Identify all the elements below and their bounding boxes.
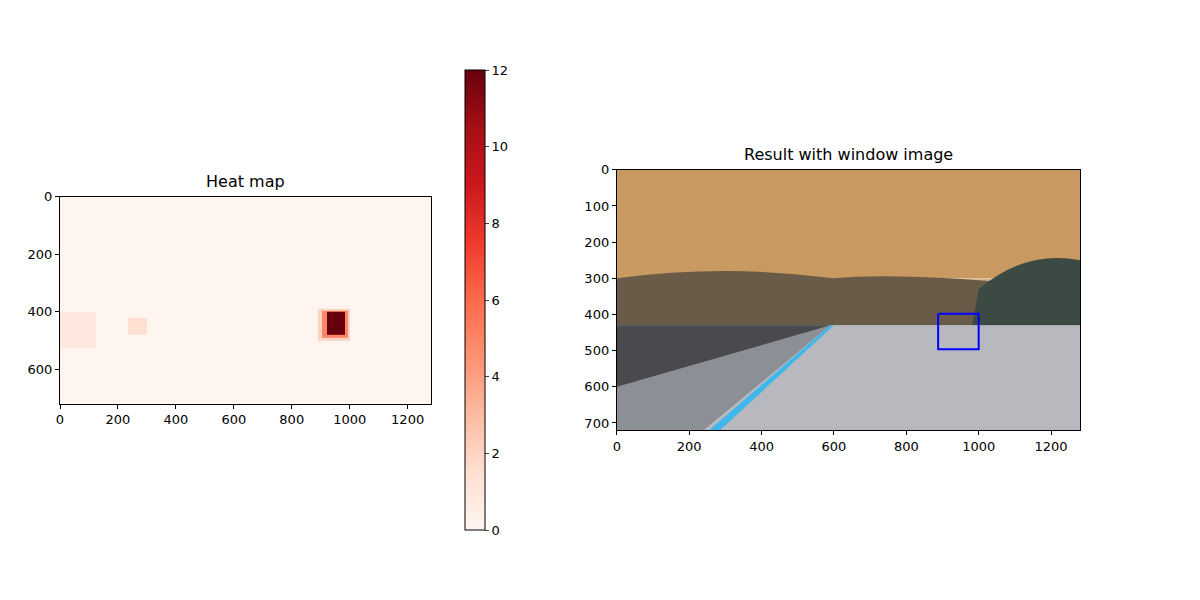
svg-text:300: 300: [584, 271, 609, 286]
svg-text:8: 8: [492, 216, 500, 231]
svg-text:400: 400: [163, 412, 188, 427]
svg-text:400: 400: [28, 304, 53, 319]
svg-text:600: 600: [822, 439, 847, 454]
svg-text:600: 600: [221, 412, 246, 427]
svg-text:12: 12: [492, 63, 509, 78]
svg-text:4: 4: [492, 369, 500, 384]
svg-text:1200: 1200: [1035, 439, 1068, 454]
svg-text:200: 200: [28, 247, 53, 262]
svg-text:800: 800: [279, 412, 304, 427]
svg-text:Result with window image: Result with window image: [744, 145, 953, 164]
svg-text:1200: 1200: [391, 412, 424, 427]
svg-text:800: 800: [894, 439, 919, 454]
svg-text:1000: 1000: [333, 412, 366, 427]
svg-text:600: 600: [584, 379, 609, 394]
svg-text:10: 10: [492, 139, 509, 154]
svg-text:0: 0: [56, 412, 64, 427]
svg-text:0: 0: [601, 162, 609, 177]
svg-text:500: 500: [584, 343, 609, 358]
svg-text:200: 200: [106, 412, 131, 427]
svg-text:1000: 1000: [962, 439, 995, 454]
svg-text:600: 600: [28, 362, 53, 377]
svg-text:200: 200: [584, 235, 609, 250]
svg-text:6: 6: [492, 293, 500, 308]
svg-text:2: 2: [492, 446, 500, 461]
svg-text:400: 400: [584, 307, 609, 322]
svg-text:0: 0: [492, 523, 500, 538]
svg-text:400: 400: [749, 439, 774, 454]
svg-text:200: 200: [677, 439, 702, 454]
svg-text:0: 0: [44, 189, 52, 204]
svg-text:100: 100: [584, 199, 609, 214]
svg-text:700: 700: [584, 416, 609, 431]
svg-text:Heat map: Heat map: [206, 172, 285, 191]
svg-text:0: 0: [613, 439, 621, 454]
